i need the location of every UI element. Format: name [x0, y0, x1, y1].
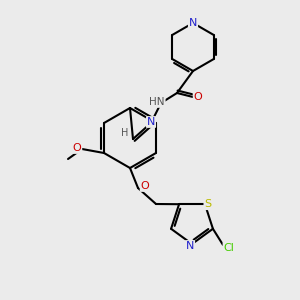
Text: H: H — [121, 128, 129, 138]
Text: HN: HN — [149, 97, 165, 107]
Text: N: N — [186, 241, 194, 251]
Text: N: N — [189, 18, 197, 28]
Text: O: O — [141, 181, 149, 191]
Text: S: S — [204, 199, 211, 209]
Text: O: O — [194, 92, 202, 102]
Text: Cl: Cl — [224, 243, 234, 253]
Text: N: N — [147, 117, 155, 127]
Text: O: O — [73, 143, 81, 153]
